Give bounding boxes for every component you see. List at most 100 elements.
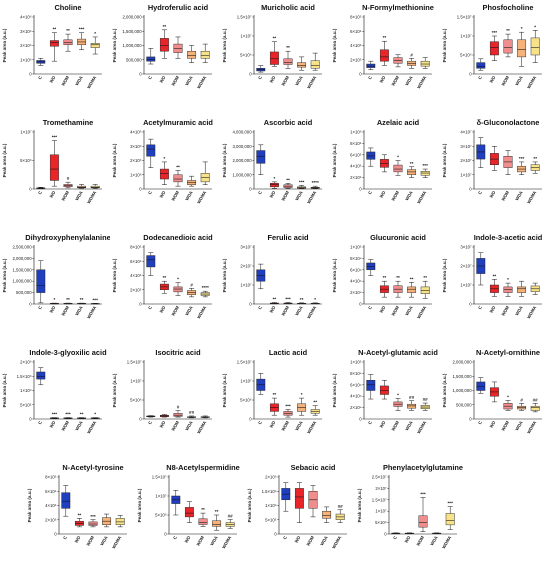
x-category-label: C — [62, 535, 68, 540]
boxplot-panel-5: Phosfocholine Peak area (a.u.) 0 5×10⁶ 1×10⁷… — [442, 3, 542, 89]
box-WDA — [517, 280, 527, 297]
box-WDM — [393, 160, 403, 176]
x-category-label: WDM — [60, 305, 70, 317]
box-body — [407, 286, 417, 293]
box-body — [420, 60, 430, 67]
significance-marker: * — [164, 156, 166, 161]
significance-marker: * — [314, 297, 316, 302]
y-tick-label: 2×10⁵ — [45, 517, 57, 522]
panel-title: δ-Gluconolactone — [477, 118, 540, 127]
boxplot-panel-24: Phenylacetylglutamine Peak area (a.u.) 0 5×… — [357, 463, 463, 549]
panel-title: Phosfocholine — [483, 3, 534, 12]
y-tick-label: 0 — [249, 302, 252, 307]
significance-marker: ** — [176, 164, 180, 169]
box-C — [281, 482, 291, 512]
x-category-label: C — [37, 305, 43, 310]
y-tick-label: 5×10⁶ — [375, 520, 387, 525]
box-body — [61, 492, 71, 509]
y-tick-label: 3×10⁷ — [240, 245, 252, 250]
x-category-label: C — [477, 190, 483, 195]
y-tick-label: 0 — [249, 417, 252, 422]
y-axis-label: Peak area (a.u.) — [332, 258, 337, 292]
y-tick-label: 2×10⁶ — [130, 158, 142, 163]
box-body — [366, 380, 376, 391]
y-tick-label: 2×10⁷ — [375, 486, 387, 491]
x-category-label: C — [367, 75, 373, 80]
box-WD — [489, 381, 499, 403]
box-WD — [49, 140, 59, 187]
significance-marker: # — [190, 282, 193, 287]
x-category-label: WDM — [60, 190, 70, 202]
y-axis-label: Peak area (a.u.) — [27, 488, 32, 522]
y-tick-label: 0 — [139, 72, 142, 77]
x-category-label: WD — [269, 305, 277, 314]
box-C — [476, 252, 486, 286]
box-body — [146, 144, 156, 157]
x-category-label: WDM — [170, 420, 180, 432]
box-WDMA — [445, 506, 455, 530]
boxplot-panel-23: Sebacic acid Peak area (a.u.) 0 5×10⁵ 1×10⁶ 1… — [247, 463, 347, 549]
box-WDA — [297, 185, 307, 189]
x-category-label: WD — [49, 190, 57, 199]
box-WD — [379, 379, 389, 400]
y-tick-label: 2×10⁶ — [20, 360, 32, 365]
y-tick-label: 0 — [359, 187, 362, 192]
significance-marker: * — [397, 392, 399, 397]
box-body — [503, 39, 513, 54]
y-tick-label: 1×10⁵ — [350, 245, 362, 250]
boxplot-panel-18: Lactic acid Peak area (a.u.) 0 5×10⁶ 1×10⁷ 1.… — [222, 348, 322, 434]
x-category-label: WDA — [404, 305, 413, 316]
x-category-label: WD — [489, 305, 497, 314]
x-category-label: C — [257, 75, 263, 80]
box-WD — [159, 29, 169, 59]
box-C — [171, 490, 181, 516]
box-WDA — [297, 397, 307, 416]
box-WDA — [407, 400, 417, 411]
x-category-label: C — [147, 75, 153, 80]
box-WD — [74, 518, 84, 528]
x-category-label: C — [477, 420, 483, 425]
box-body — [310, 60, 320, 69]
boxplot-panel-2: Hydroferulic acid Peak area (a.u.) 0 500,00… — [112, 3, 212, 89]
box-WDA — [77, 184, 87, 189]
significance-marker: *** — [448, 501, 454, 506]
boxplot-panel-7: Acetylmuramic acid Peak area (a.u.) 0 1×10⁶… — [112, 118, 213, 204]
box-WDMA — [310, 52, 320, 71]
panel-title: N8-Acetylspermidine — [166, 463, 240, 472]
significance-marker: # — [410, 52, 413, 57]
y-tick-label: 0 — [384, 532, 387, 537]
box-WDM — [173, 36, 183, 59]
y-tick-label: 1.5×10⁷ — [127, 360, 142, 365]
x-category-label: WDMA — [196, 420, 207, 434]
box-body — [476, 62, 486, 69]
box-C — [256, 144, 266, 175]
box-WDM — [63, 181, 73, 189]
y-tick-label: 5×10⁶ — [20, 158, 32, 163]
y-axis-label: Peak area (a.u.) — [222, 258, 227, 292]
box-WDA — [212, 514, 222, 531]
boxplot-panel-22: N8-Acetylspermidine Peak area (a.u.) 0 5×10… — [137, 463, 240, 549]
y-axis-label: Peak area (a.u.) — [442, 143, 447, 177]
significance-marker: ** — [78, 512, 82, 517]
box-body — [159, 38, 169, 52]
boxplot-panel-17: Isocitric acid Peak area (a.u.) 0 5×10⁶ 1×10… — [112, 348, 212, 434]
box-body — [200, 50, 210, 59]
box-body — [212, 520, 222, 527]
significance-marker: ** — [163, 24, 167, 29]
y-tick-label: 3×10⁷ — [460, 144, 472, 149]
box-C — [366, 259, 376, 276]
y-tick-label: 0 — [164, 532, 167, 537]
y-axis-label: Peak area (a.u.) — [332, 143, 337, 177]
box-WD — [184, 501, 194, 523]
y-tick-label: 2×10⁷ — [460, 158, 472, 163]
box-body — [173, 413, 183, 417]
box-WDA — [187, 45, 197, 63]
box-WDMA — [530, 30, 540, 63]
y-tick-label: 6×10⁵ — [45, 489, 57, 494]
box-WDMA — [530, 282, 540, 295]
x-category-label: WD — [159, 190, 167, 199]
x-category-label: WDMA — [306, 190, 317, 204]
y-tick-label: 5×10⁶ — [130, 398, 142, 403]
significance-marker: * — [94, 31, 96, 36]
box-WD — [159, 280, 169, 294]
